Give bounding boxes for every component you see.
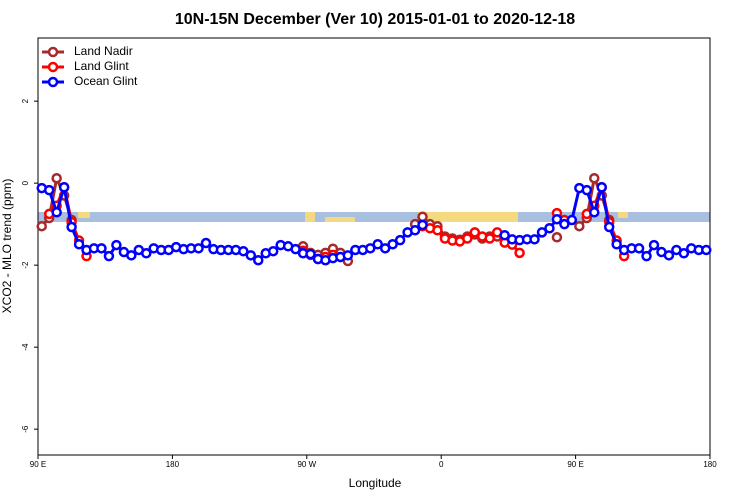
point bbox=[544, 223, 555, 234]
point bbox=[111, 239, 122, 251]
point bbox=[432, 225, 443, 236]
point bbox=[387, 238, 398, 250]
x-tick-label: 180 bbox=[703, 460, 717, 469]
point bbox=[245, 250, 257, 261]
land-patch bbox=[325, 217, 355, 222]
point bbox=[193, 243, 204, 254]
point bbox=[73, 238, 85, 250]
point bbox=[559, 218, 570, 230]
x-tick-label: 90 E bbox=[30, 460, 46, 469]
point bbox=[589, 172, 600, 184]
point bbox=[529, 234, 540, 245]
point bbox=[379, 243, 391, 254]
point bbox=[238, 245, 249, 257]
point bbox=[267, 245, 279, 257]
point bbox=[103, 250, 115, 262]
x-tick-label: 90 E bbox=[567, 460, 583, 469]
point bbox=[633, 243, 645, 254]
point bbox=[551, 232, 563, 243]
legend-label: Ocean Glint bbox=[74, 74, 138, 88]
point bbox=[484, 233, 495, 244]
point bbox=[409, 225, 421, 236]
point bbox=[290, 243, 301, 255]
x-tick-label: 180 bbox=[166, 460, 180, 469]
point bbox=[678, 248, 690, 259]
point bbox=[417, 219, 428, 231]
point bbox=[141, 248, 152, 259]
point bbox=[126, 250, 137, 261]
land-patch bbox=[305, 212, 315, 222]
point bbox=[574, 220, 585, 232]
point bbox=[499, 229, 510, 241]
point bbox=[394, 234, 406, 246]
point bbox=[200, 237, 212, 249]
land-patch bbox=[618, 212, 628, 218]
point bbox=[641, 250, 652, 262]
point bbox=[417, 211, 428, 223]
map-strip bbox=[38, 212, 710, 222]
point bbox=[51, 172, 62, 184]
y-tick-label: 2 bbox=[21, 98, 30, 103]
point bbox=[36, 220, 47, 232]
y-axis-label: XCO2 - MLO trend (ppm) bbox=[0, 179, 14, 314]
point bbox=[663, 250, 675, 261]
point bbox=[589, 207, 600, 218]
point bbox=[58, 182, 70, 193]
point bbox=[566, 214, 578, 226]
land-patch bbox=[78, 212, 90, 218]
legend-marker bbox=[47, 76, 59, 88]
point bbox=[648, 239, 660, 251]
point bbox=[603, 221, 615, 233]
x-tick-label: 0 bbox=[439, 460, 444, 469]
land-patch bbox=[418, 212, 518, 222]
point bbox=[253, 254, 264, 266]
point bbox=[43, 184, 55, 196]
point bbox=[51, 207, 62, 218]
y-tick-label: -4 bbox=[21, 343, 30, 351]
legend-label: Land Nadir bbox=[74, 44, 133, 58]
point bbox=[596, 182, 607, 193]
series bbox=[36, 182, 712, 266]
point bbox=[551, 213, 563, 225]
y-tick-label: 0 bbox=[21, 180, 30, 185]
point bbox=[462, 233, 473, 244]
point bbox=[611, 238, 622, 250]
point bbox=[536, 227, 548, 238]
point bbox=[581, 184, 593, 196]
x-axis-label: Longitude bbox=[349, 476, 402, 490]
point bbox=[514, 247, 525, 259]
legend-marker bbox=[47, 46, 59, 58]
legend-marker bbox=[47, 61, 59, 73]
y-tick-label: -6 bbox=[21, 425, 30, 433]
ocean-band bbox=[38, 212, 710, 222]
point bbox=[701, 244, 712, 256]
x-tick-label: 90 W bbox=[297, 460, 316, 469]
point bbox=[469, 227, 481, 238]
point bbox=[365, 243, 376, 254]
point bbox=[96, 243, 107, 254]
point bbox=[342, 250, 354, 261]
chart-title: 10N-15N December (Ver 10) 2015-01-01 to … bbox=[175, 11, 575, 28]
legend-label: Land Glint bbox=[74, 59, 129, 73]
point bbox=[66, 221, 77, 233]
point bbox=[305, 248, 316, 260]
point bbox=[372, 238, 383, 250]
y-tick-label: -2 bbox=[21, 261, 30, 269]
